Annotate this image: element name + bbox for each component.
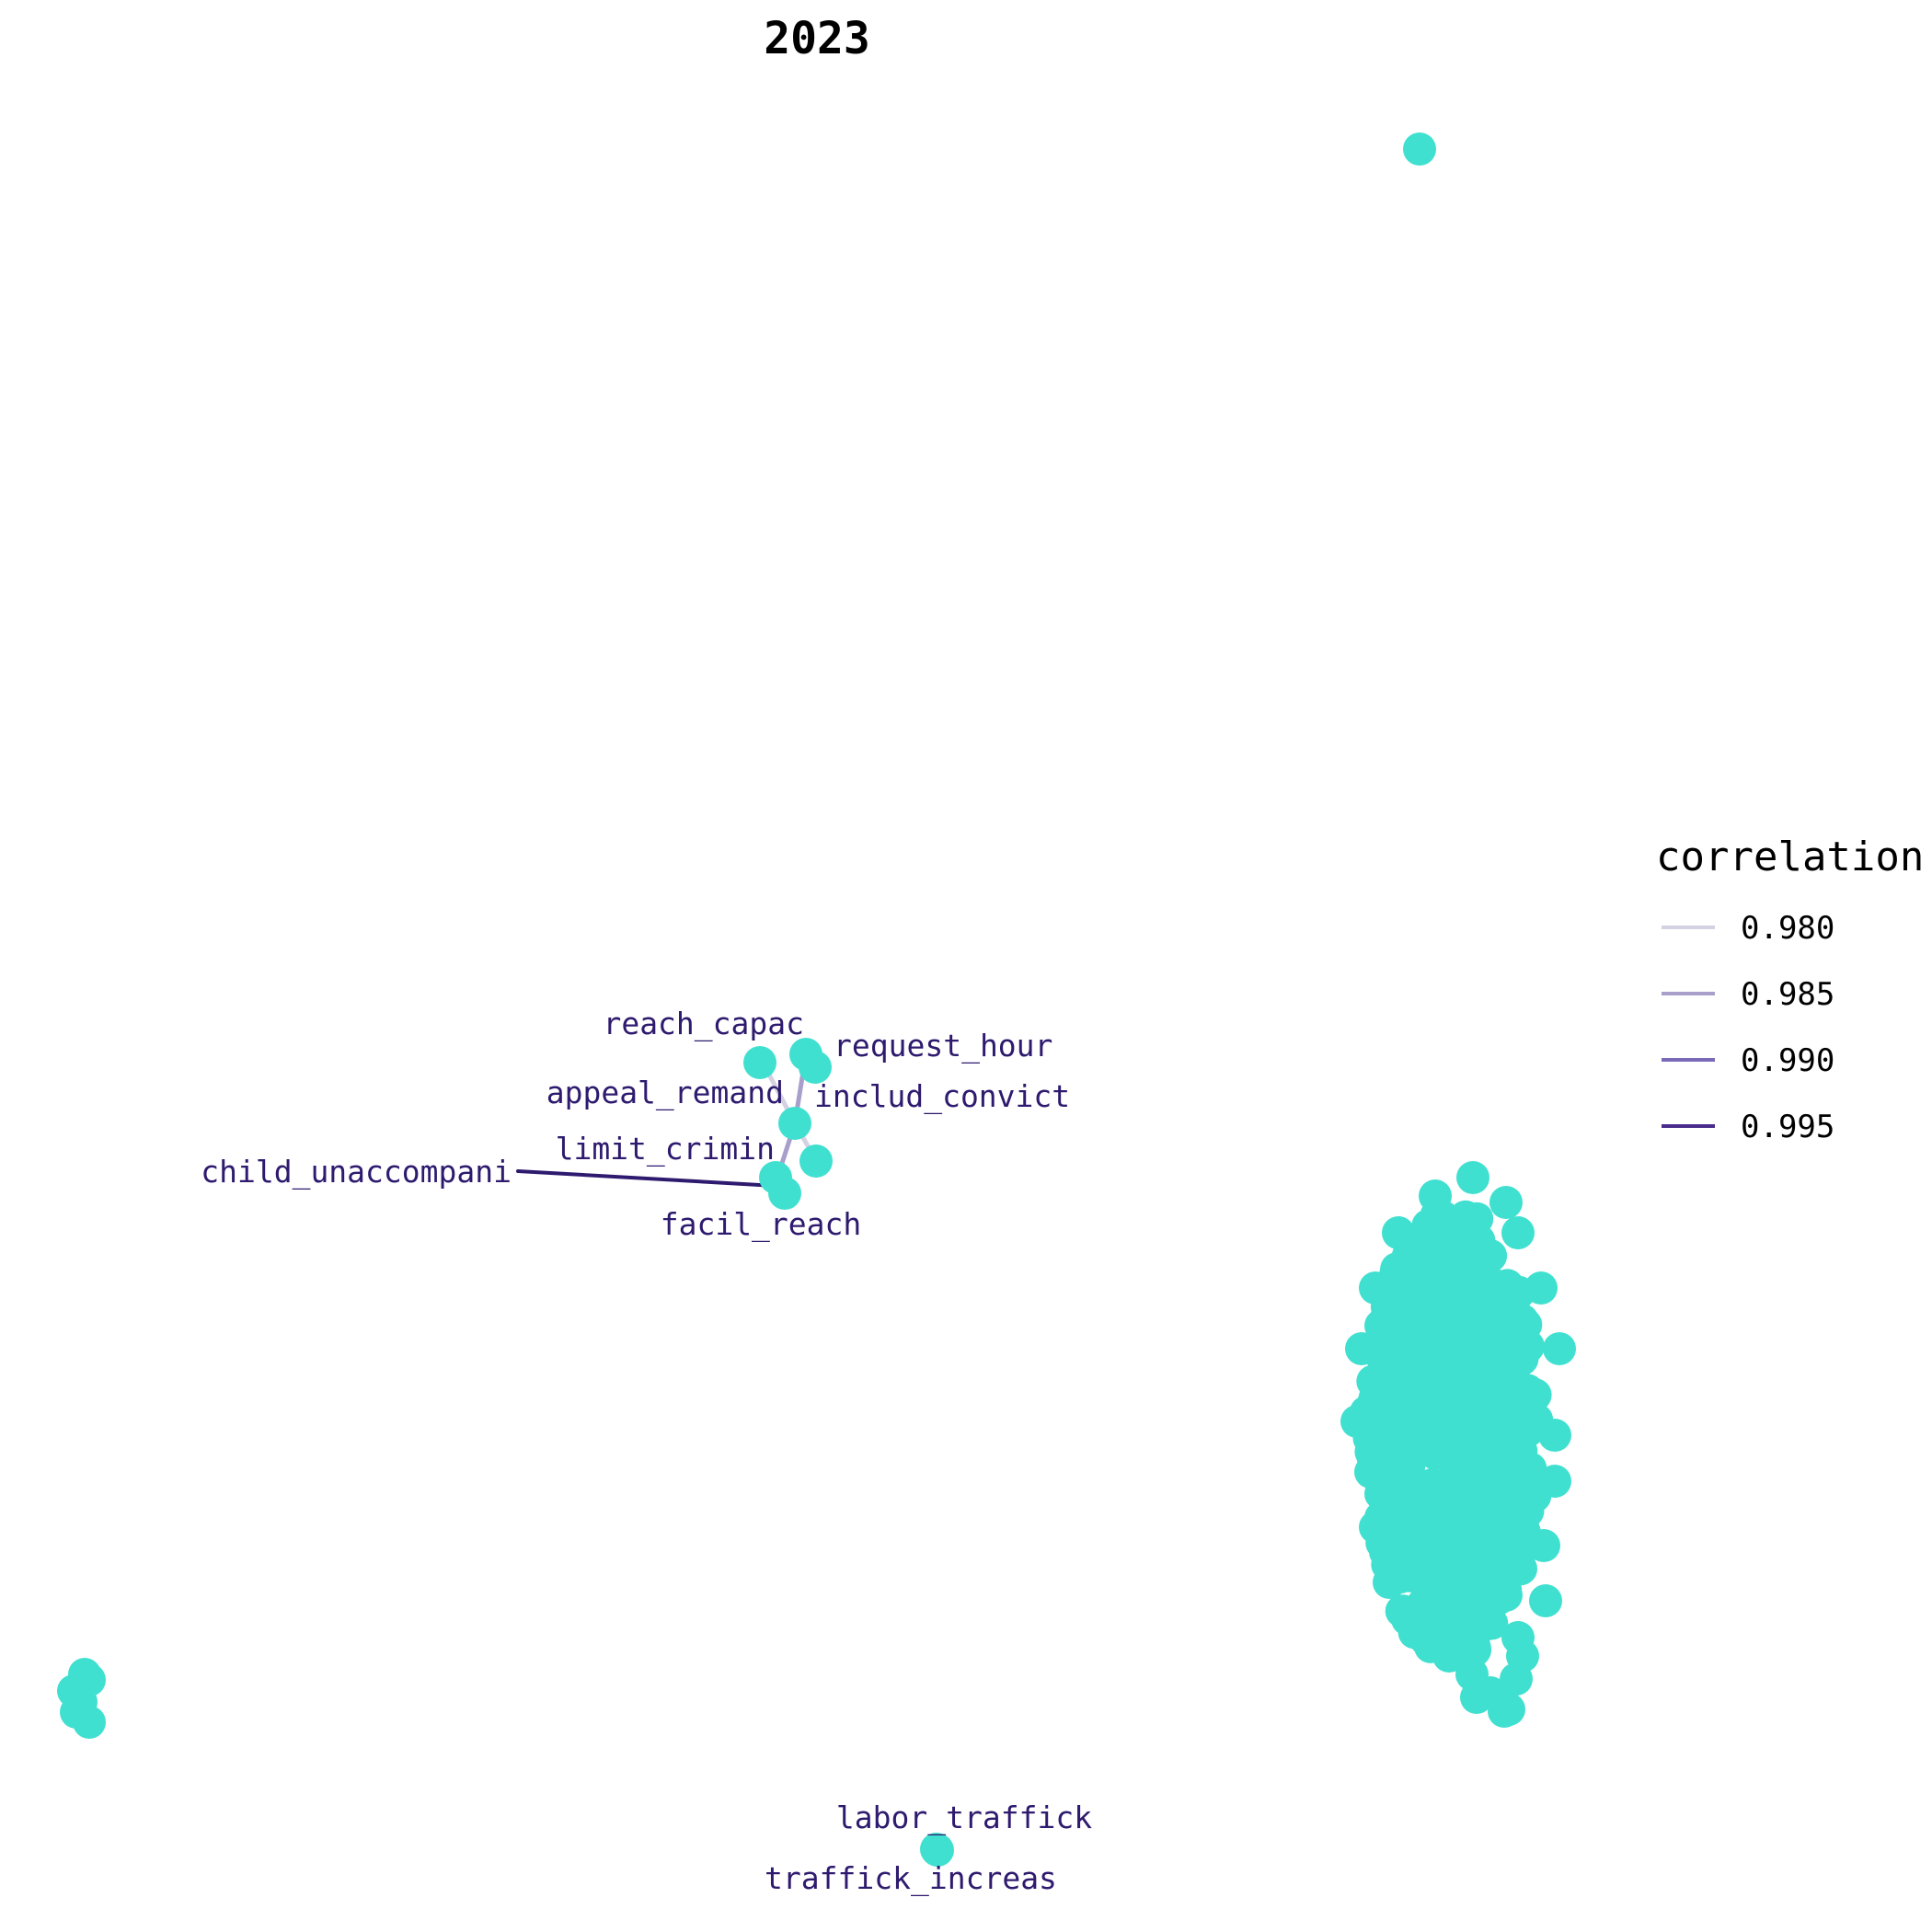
node-dense-cluster [1382, 1216, 1415, 1249]
edges-layer [516, 1052, 939, 1852]
node-left-cluster [73, 1706, 106, 1739]
node-dense-cluster [1529, 1584, 1562, 1617]
node-facil_reach [768, 1177, 801, 1210]
node-dense-cluster [1489, 1319, 1524, 1353]
node-label-limit_crimin: limit_crimin [556, 1131, 775, 1167]
node-dense-cluster [1426, 1505, 1460, 1539]
node-dense-cluster [1489, 1556, 1523, 1590]
legend: correlation 0.980 0.985 0.990 0.995 [1656, 834, 1924, 1145]
node-dense-cluster [1340, 1405, 1374, 1438]
legend-title: correlation [1656, 834, 1924, 880]
node-dense-cluster [1446, 1475, 1480, 1509]
node-reach_capac [743, 1046, 776, 1079]
node-label-facil_reach: facil_reach [661, 1206, 862, 1243]
node-dense-cluster [1483, 1528, 1517, 1562]
node-dense-cluster [1450, 1272, 1484, 1306]
node-dense-cluster [1538, 1465, 1571, 1498]
node-dense-cluster [1500, 1427, 1534, 1461]
node-dense-cluster [1427, 1374, 1461, 1408]
node-dense-cluster [1409, 1623, 1443, 1656]
node-dense-cluster [1354, 1455, 1387, 1489]
node-isolated-top [1403, 132, 1436, 166]
node-dense-cluster [1461, 1392, 1495, 1426]
legend-entries: 0.980 0.985 0.990 0.995 [1662, 910, 1834, 1145]
node-dense-cluster [1470, 1607, 1504, 1641]
node-dense-cluster [1359, 1511, 1392, 1544]
node-label-appeal_remand: appeal_remand [546, 1075, 784, 1111]
node-dense-cluster [1383, 1400, 1417, 1434]
node-dense-cluster [1406, 1470, 1440, 1504]
node-dense-cluster [1373, 1566, 1406, 1599]
node-dense-cluster [1408, 1561, 1442, 1595]
node-label-request_hour: request_hour [834, 1028, 1052, 1064]
node-dense-cluster [1460, 1681, 1493, 1714]
node-appeal_remand [778, 1107, 811, 1140]
node-traffick_increas [921, 1834, 954, 1867]
node-dense-cluster [1500, 1486, 1534, 1520]
legend-label: 0.980 [1741, 910, 1834, 947]
node-label-reach_capac: reach_capac [603, 1006, 804, 1042]
node-dense-cluster [1434, 1539, 1468, 1573]
node-dense-cluster [1359, 1271, 1392, 1305]
node-dense-cluster [1419, 1179, 1452, 1213]
labels-layer: reach_capac request_hour appeal_remand incl… [201, 1006, 1092, 1897]
node-dense-cluster [1538, 1419, 1571, 1452]
node-dense-cluster [1432, 1639, 1466, 1673]
node-dense-cluster [1500, 1662, 1533, 1696]
node-dense-cluster [1452, 1503, 1486, 1537]
node-dense-cluster [1417, 1207, 1451, 1240]
node-dense-cluster [1416, 1321, 1450, 1355]
node-label-labor_traffick: labor_traffick [836, 1800, 1092, 1836]
node-dense-cluster [1345, 1332, 1378, 1365]
node-dense-cluster [1422, 1278, 1456, 1312]
node-dense-cluster [1488, 1695, 1521, 1728]
node-dense-cluster [1524, 1271, 1558, 1305]
node-label-includ_convict: includ_convict [814, 1078, 1070, 1115]
nodes-layer [57, 132, 1576, 1867]
node-includ_convict [799, 1144, 833, 1178]
node-dense-cluster [1501, 1216, 1535, 1249]
legend-label: 0.985 [1741, 976, 1834, 1013]
node-dense-cluster [1374, 1312, 1408, 1346]
node-dense-cluster [1426, 1237, 1459, 1271]
node-dense-cluster [1402, 1374, 1436, 1409]
node-dense-cluster [1527, 1529, 1560, 1562]
legend-label: 0.995 [1741, 1109, 1834, 1145]
node-label-child_unaccompani: child_unaccompani [201, 1154, 512, 1190]
edge-child_unaccompani-facil_reach [516, 1169, 777, 1188]
legend-label: 0.990 [1741, 1042, 1834, 1079]
graph-title: 2023 [764, 13, 870, 64]
node-dense-cluster [1456, 1161, 1489, 1194]
node-dense-cluster [1376, 1360, 1410, 1394]
node-dense-cluster [1387, 1262, 1420, 1296]
node-dense-cluster [1489, 1186, 1523, 1219]
node-label-traffick_increas: traffick_increas [765, 1860, 1057, 1897]
node-dense-cluster [1543, 1332, 1576, 1365]
node-dense-cluster [1437, 1428, 1471, 1462]
node-request_hour-pair [799, 1051, 832, 1084]
